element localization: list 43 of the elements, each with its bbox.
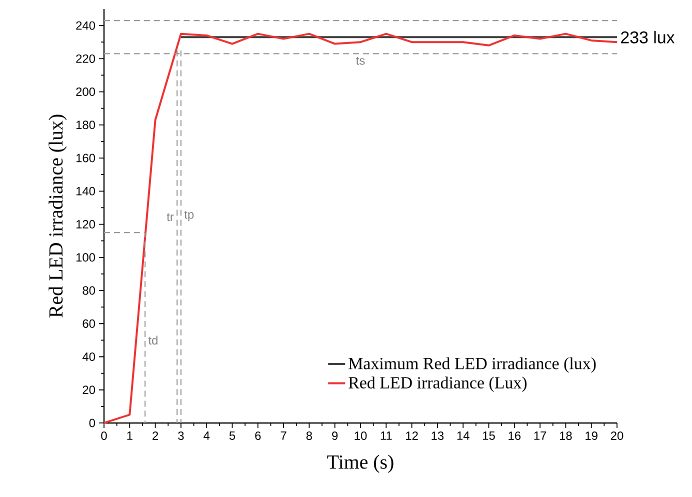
x-tick-label: 5 bbox=[229, 431, 236, 440]
x-tick-label: 13 bbox=[432, 431, 444, 440]
x-tick-label: 2 bbox=[152, 431, 158, 440]
x-tick-label: 18 bbox=[560, 431, 572, 440]
annotation: ts bbox=[356, 56, 365, 65]
y-tick-label: 200 bbox=[76, 88, 96, 96]
x-tick-label: 7 bbox=[280, 431, 286, 440]
y-tick-label: 160 bbox=[76, 154, 96, 162]
y-axis-title: Red LED irradiance (lux) bbox=[48, 114, 67, 318]
annotation: td bbox=[148, 336, 158, 345]
y-tick-label: 40 bbox=[82, 352, 96, 361]
x-tick-label: 15 bbox=[483, 431, 495, 440]
x-tick-label: 19 bbox=[586, 431, 598, 440]
x-tick-label: 10 bbox=[354, 431, 367, 440]
annotation: 233 lux bbox=[621, 30, 675, 44]
x-tick-label: 8 bbox=[306, 431, 312, 440]
x-tick-label: 20 bbox=[610, 431, 624, 440]
legend-label: Maximum Red LED irradiance (lux) bbox=[348, 357, 596, 373]
legend-label: Red LED irradiance (Lux) bbox=[348, 376, 527, 392]
x-tick-label: 4 bbox=[204, 431, 210, 440]
x-tick-label: 11 bbox=[380, 431, 392, 440]
x-tick-label: 9 bbox=[332, 431, 338, 440]
y-tick-label: 100 bbox=[76, 253, 96, 262]
x-tick-label: 0 bbox=[101, 431, 107, 440]
x-tick-label: 14 bbox=[457, 431, 470, 440]
annotation: tp bbox=[184, 210, 194, 222]
y-tick-label: 240 bbox=[76, 21, 96, 30]
y-tick-label: 20 bbox=[82, 386, 96, 394]
y-tick-label: 0 bbox=[89, 418, 96, 428]
x-tick-label: 1 bbox=[127, 431, 132, 440]
x-tick-label: 3 bbox=[178, 431, 184, 440]
y-tick-label: 60 bbox=[82, 319, 96, 328]
x-axis-title: Time (s) bbox=[327, 454, 394, 473]
x-tick-label: 17 bbox=[534, 431, 546, 440]
y-tick-label: 180 bbox=[76, 120, 96, 130]
y-tick-label: 140 bbox=[76, 186, 96, 196]
x-tick-label: 6 bbox=[255, 431, 261, 440]
x-tick-label: 12 bbox=[406, 431, 418, 440]
y-tick-label: 80 bbox=[82, 286, 96, 295]
x-tick-label: 16 bbox=[508, 431, 521, 440]
y-tick-label: 120 bbox=[76, 220, 96, 228]
y-tick-label: 220 bbox=[76, 54, 96, 63]
annotation: tr bbox=[166, 213, 174, 222]
